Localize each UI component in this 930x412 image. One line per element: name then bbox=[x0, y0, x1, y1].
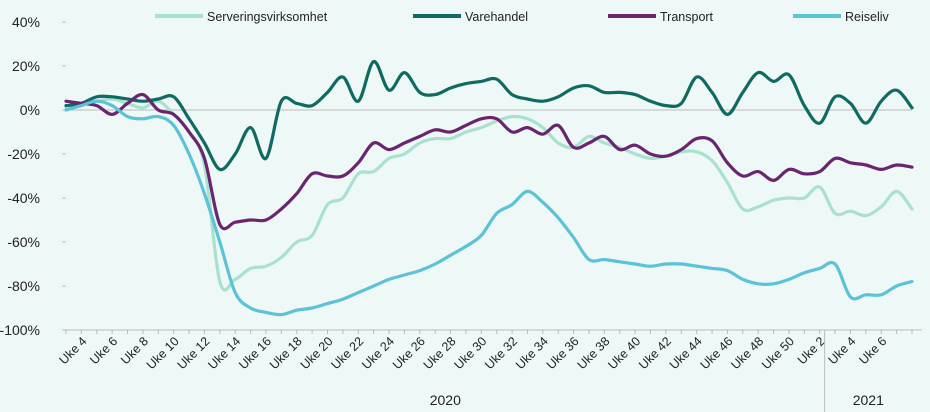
x-tick-label: Uke 10 bbox=[144, 334, 182, 372]
year-label: 2021 bbox=[853, 392, 884, 408]
x-tick-label: Uke 20 bbox=[298, 334, 336, 372]
y-tick-label: -40% bbox=[7, 190, 40, 206]
y-tick-label: -100% bbox=[0, 322, 40, 338]
x-tick-label: Uke 38 bbox=[575, 334, 613, 372]
series-line bbox=[64, 92, 914, 231]
x-tick-label: Uke 18 bbox=[267, 334, 305, 372]
y-tick-label: -20% bbox=[7, 146, 40, 162]
x-tick-label: Uke 28 bbox=[421, 334, 459, 372]
x-tick-label: Uke 46 bbox=[698, 334, 736, 372]
x-tick-label: Uke 12 bbox=[175, 334, 213, 372]
y-tick-label: 40% bbox=[12, 14, 40, 30]
x-tick-label: Uke 4 bbox=[57, 334, 90, 367]
legend-label: Serveringsvirksomhet bbox=[207, 10, 328, 24]
x-tick-label: Uke 34 bbox=[513, 334, 551, 372]
x-tick-label: Uke 32 bbox=[482, 334, 520, 372]
y-tick-label: -80% bbox=[7, 278, 40, 294]
legend-label: Reiseliv bbox=[845, 10, 890, 24]
x-tick-label: Uke 6 bbox=[87, 334, 120, 367]
x-tick-label: Uke 50 bbox=[759, 334, 797, 372]
series-line bbox=[64, 59, 914, 172]
series-line bbox=[64, 97, 914, 292]
x-tick-label: Uke 30 bbox=[452, 334, 490, 372]
x-tick-label: Uke 48 bbox=[728, 334, 766, 372]
x-tick-label: Uke 26 bbox=[390, 334, 428, 372]
x-tick-label: Uke 42 bbox=[636, 334, 674, 372]
x-tick-label: Uke 6 bbox=[856, 334, 889, 367]
x-tick-label: Uke 36 bbox=[544, 334, 582, 372]
x-tick-label: Uke 14 bbox=[205, 334, 243, 372]
legend-label: Transport bbox=[660, 10, 714, 24]
y-tick-label: 20% bbox=[12, 58, 40, 74]
year-label: 2020 bbox=[430, 392, 461, 408]
y-tick-label: -60% bbox=[7, 234, 40, 250]
x-tick-label: Uke 24 bbox=[359, 334, 397, 372]
x-tick-label: Uke 40 bbox=[605, 334, 643, 372]
x-tick-label: Uke 22 bbox=[328, 334, 366, 372]
y-tick-label: 0% bbox=[20, 102, 40, 118]
x-tick-label: Uke 2 bbox=[795, 334, 828, 367]
x-tick-label: Uke 16 bbox=[236, 334, 274, 372]
x-tick-label: Uke 4 bbox=[826, 334, 859, 367]
x-tick-label: Uke 44 bbox=[667, 334, 705, 372]
legend-label: Varehandel bbox=[465, 10, 528, 24]
series-line bbox=[64, 99, 914, 317]
